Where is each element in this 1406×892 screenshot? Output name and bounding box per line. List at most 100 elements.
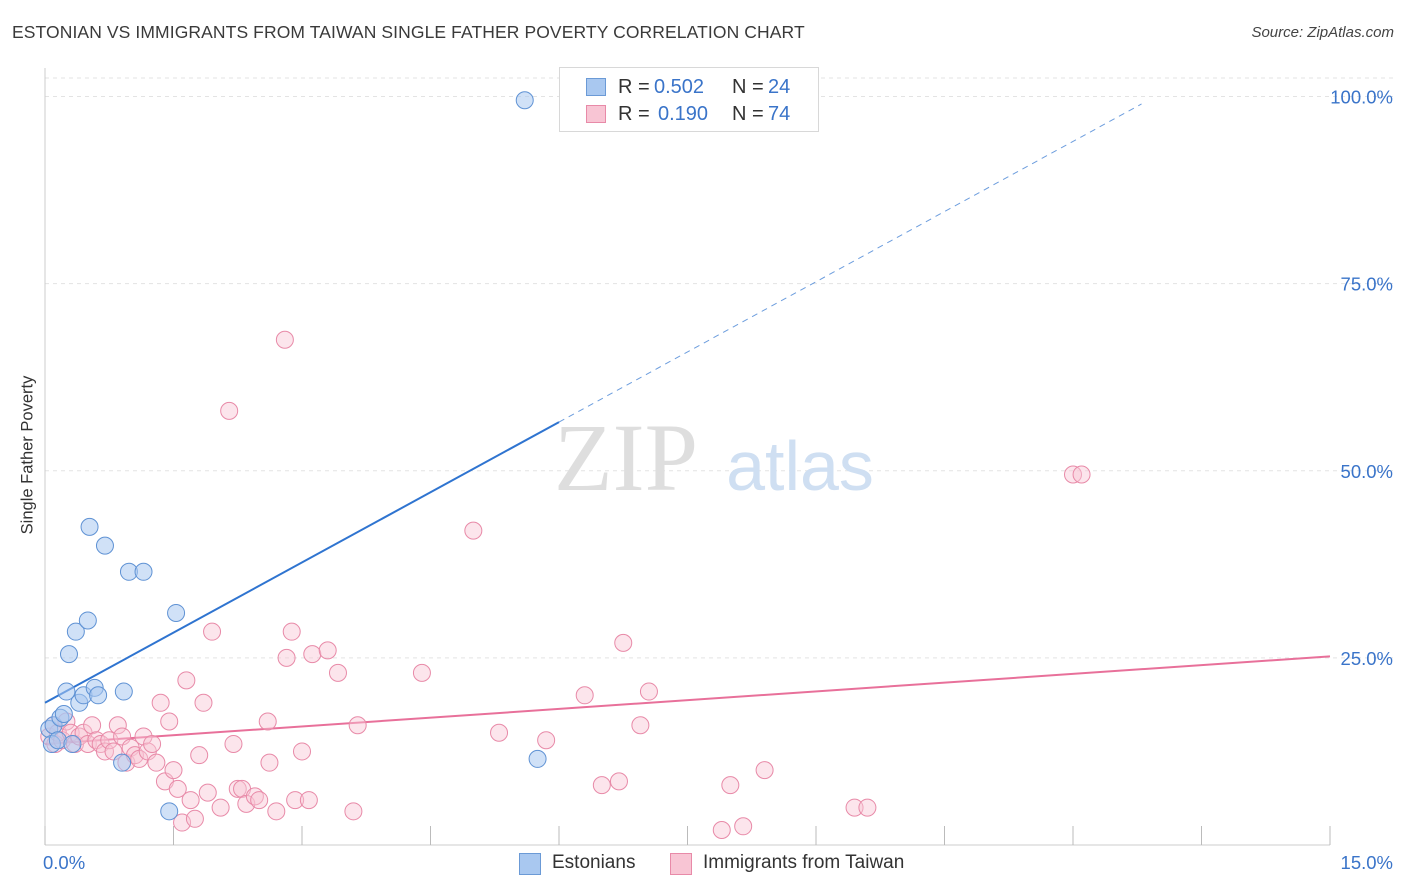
point-taiwan — [194, 693, 213, 712]
point-taiwan — [631, 716, 650, 735]
point-taiwan — [845, 798, 864, 817]
point-taiwan — [224, 734, 243, 753]
point-taiwan — [250, 791, 269, 810]
point-taiwan — [147, 753, 166, 772]
legend-n-value: 74 — [768, 103, 791, 125]
point-taiwan — [177, 671, 196, 690]
axes — [44, 68, 1331, 846]
point-taiwan — [639, 682, 658, 701]
grid-lines — [45, 77, 1395, 659]
point-taiwan — [220, 401, 239, 420]
point-taiwan — [755, 761, 774, 780]
y-tick-label: 100.0% — [1330, 87, 1393, 108]
point-taiwan — [151, 693, 170, 712]
legend-n-value: 24 — [768, 76, 791, 98]
legend-r-value: 0.502 — [654, 76, 705, 98]
point-taiwan — [267, 802, 286, 821]
point-taiwan — [160, 712, 179, 731]
legend-r-label: R = — [618, 103, 650, 125]
point-taiwan — [328, 663, 347, 682]
watermark-atlas: atlas — [726, 427, 874, 505]
point-taiwan — [490, 723, 509, 742]
point-estonians — [515, 91, 534, 110]
point-taiwan — [1072, 465, 1091, 484]
watermark: ZIP atlas — [554, 404, 874, 511]
legend-swatch-blue — [586, 78, 606, 96]
point-taiwan — [185, 809, 204, 828]
source-label: Source: ZipAtlas.com — [1251, 24, 1394, 41]
point-taiwan — [275, 330, 294, 349]
trend-line-estonians-extension — [558, 103, 1142, 423]
point-estonians — [113, 753, 132, 772]
trend-line-taiwan — [44, 655, 1331, 745]
point-taiwan — [609, 772, 628, 791]
legend-r-value: 0.190 — [658, 103, 709, 125]
y-tick-label: 50.0% — [1341, 461, 1393, 482]
bottom-legend-swatch-blue — [519, 853, 541, 875]
point-taiwan — [858, 798, 877, 817]
point-taiwan — [258, 712, 277, 731]
point-taiwan — [260, 753, 279, 772]
legend-n-label: N = — [732, 103, 764, 125]
x-tick-label-end: 15.0% — [1341, 852, 1393, 873]
point-taiwan — [721, 776, 740, 795]
point-estonians — [160, 802, 179, 821]
point-taiwan — [303, 645, 322, 664]
point-taiwan — [348, 716, 367, 735]
point-taiwan — [143, 734, 162, 753]
legend-box: R = 0.502 N = 24 R = 0.190 N = 74 — [559, 67, 819, 132]
point-taiwan — [211, 798, 230, 817]
y-tick-label: 25.0% — [1341, 648, 1393, 669]
point-estonians — [114, 682, 133, 701]
y-axis-title: Single Father Poverty — [18, 375, 37, 535]
point-estonians — [80, 517, 99, 536]
point-taiwan — [190, 746, 209, 765]
x-tick-label-start: 0.0% — [43, 852, 85, 873]
point-taiwan — [164, 761, 183, 780]
point-estonians — [66, 622, 85, 641]
point-estonians — [134, 562, 153, 581]
point-taiwan — [614, 633, 633, 652]
point-taiwan — [537, 731, 556, 750]
legend-n-label: N = — [732, 76, 764, 98]
point-estonians — [54, 705, 73, 724]
point-taiwan — [464, 521, 483, 540]
point-taiwan — [293, 742, 311, 761]
point-taiwan — [734, 817, 753, 836]
point-estonians — [528, 749, 547, 768]
point-taiwan — [198, 783, 217, 802]
tick-labels: 25.0% 50.0% 75.0% 100.0% 0.0% 15.0% — [43, 87, 1393, 874]
point-taiwan — [83, 716, 102, 735]
point-taiwan — [412, 663, 431, 682]
point-taiwan — [277, 648, 296, 667]
trend-line-estonians — [44, 421, 560, 704]
point-taiwan — [168, 779, 187, 798]
point-taiwan — [712, 821, 731, 840]
point-taiwan — [575, 686, 594, 705]
legend-swatch-pink — [586, 105, 606, 123]
bottom-legend-taiwan-label: Immigrants from Taiwan — [703, 852, 905, 873]
point-taiwan — [318, 641, 337, 660]
legend-r-label: R = — [618, 76, 650, 98]
bottom-legend-swatch-pink — [670, 853, 692, 875]
point-taiwan — [344, 802, 363, 821]
point-estonians — [89, 686, 108, 705]
trend-lines — [44, 103, 1331, 745]
bottom-legend-estonians-label: Estonians — [552, 852, 636, 873]
watermark-zip: ZIP — [554, 404, 698, 511]
point-estonians — [57, 682, 76, 701]
point-estonians — [63, 734, 82, 753]
point-estonians — [167, 603, 186, 622]
chart-title: ESTONIAN VS IMMIGRANTS FROM TAIWAN SINGL… — [12, 22, 805, 42]
point-estonians — [59, 645, 78, 664]
point-taiwan — [286, 791, 305, 810]
point-taiwan — [203, 622, 222, 641]
point-taiwan — [299, 791, 318, 810]
series-estonians-points — [40, 91, 547, 821]
point-taiwan — [282, 622, 301, 641]
y-tick-label: 75.0% — [1341, 274, 1393, 295]
point-taiwan — [108, 716, 127, 735]
point-taiwan — [228, 779, 247, 798]
point-taiwan — [592, 776, 611, 795]
